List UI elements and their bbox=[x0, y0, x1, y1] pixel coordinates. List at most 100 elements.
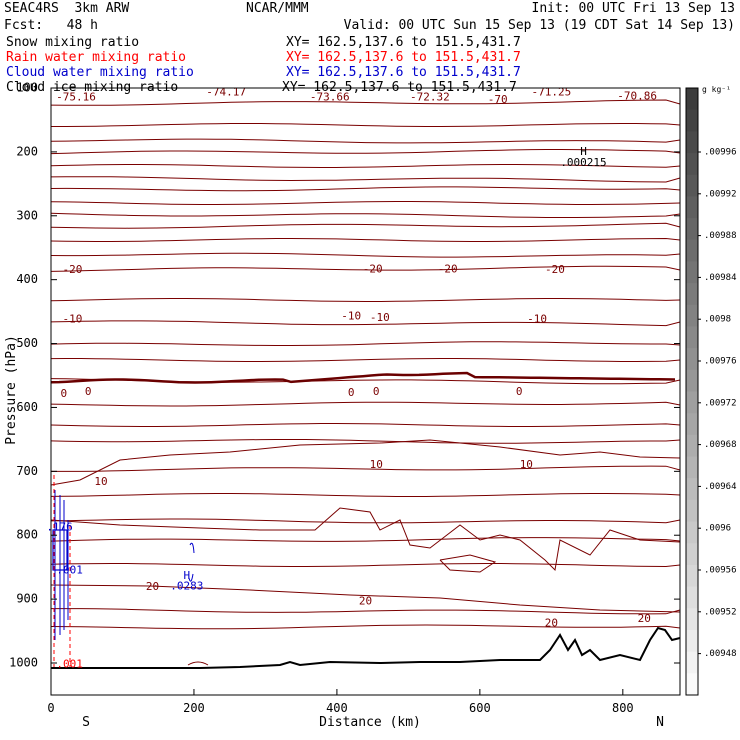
isotherm-line bbox=[50, 423, 681, 427]
isotherm-line bbox=[50, 176, 681, 183]
colorbar-segment bbox=[686, 239, 698, 262]
temperature-contours bbox=[50, 99, 681, 630]
contour-label: 10 bbox=[370, 458, 383, 471]
contour-labels: -75.16 -74.17 -73.66 -72.32 -70 -71.25 -70.86 -… bbox=[46, 85, 657, 670]
colorbar-segment bbox=[686, 391, 698, 414]
y-tick-label: 700 bbox=[16, 464, 38, 478]
x-tick-label: 200 bbox=[183, 701, 205, 715]
y-tick-label: 600 bbox=[16, 400, 38, 414]
isotherm-line bbox=[50, 149, 681, 155]
y-tick-label: 500 bbox=[16, 336, 38, 350]
colorbar-label: .00948 bbox=[704, 649, 737, 659]
colorbar-segment bbox=[686, 434, 698, 458]
colorbar-segment bbox=[686, 543, 698, 566]
isotherm-line bbox=[50, 537, 681, 542]
isotherm-line bbox=[50, 212, 681, 218]
colorbar-segment bbox=[686, 586, 698, 609]
contour-label: -20 bbox=[63, 263, 83, 276]
y-tick-label: 800 bbox=[16, 528, 38, 542]
field-xy-rain: XY= 162.5,137.6 to 151.5,431.7 bbox=[286, 50, 521, 65]
contour-label: 20 bbox=[545, 616, 558, 629]
colorbar-segment bbox=[686, 283, 698, 306]
colorbar-segment bbox=[686, 88, 698, 111]
x-tick-label: 800 bbox=[612, 701, 634, 715]
isotherm-line bbox=[50, 493, 681, 497]
y-tick-label: 400 bbox=[16, 272, 38, 286]
colorbar-label: .00964 bbox=[704, 482, 737, 492]
isotherm-line bbox=[50, 252, 681, 258]
colorbar-segment bbox=[686, 109, 698, 132]
isotherm-line bbox=[50, 265, 681, 272]
contour-label: 20 bbox=[146, 580, 159, 593]
isotherm-line bbox=[50, 99, 681, 106]
contour-label: -20 bbox=[363, 262, 383, 275]
isotherm-line bbox=[50, 237, 681, 242]
colorbar-segment bbox=[686, 499, 698, 523]
x-tick-label: 400 bbox=[326, 701, 348, 715]
isotherm-line bbox=[50, 341, 681, 346]
contour-label: 0 bbox=[516, 385, 523, 398]
plot-frame bbox=[50, 87, 681, 696]
field-xy-snow: XY= 162.5,137.6 to 151.5,431.7 bbox=[286, 35, 521, 50]
annotation-label: .001 bbox=[56, 563, 83, 576]
y-axis-label: Pressure (hPa) bbox=[4, 335, 19, 445]
annotation-label: H bbox=[183, 569, 190, 582]
annotation-label: H bbox=[580, 145, 587, 158]
annotation-label: .000215 bbox=[560, 156, 606, 169]
colorbar-segment bbox=[686, 348, 698, 371]
annotation-label: .001 bbox=[56, 657, 83, 670]
isotherm-line bbox=[50, 222, 681, 229]
rain-contour bbox=[53, 475, 71, 668]
forecast-hour: Fcst: 48 h bbox=[4, 18, 98, 33]
isotherm-line bbox=[50, 298, 681, 302]
colorbar-label: .00952 bbox=[704, 607, 737, 617]
agency-label: NCAR/MMM bbox=[246, 1, 309, 16]
colorbar-segment bbox=[686, 608, 698, 631]
colorbar-segment bbox=[686, 673, 698, 696]
isotherm-line bbox=[50, 320, 681, 327]
isotherm-line bbox=[51, 608, 681, 615]
cloud-water-small bbox=[188, 542, 195, 582]
contour-label: -72.32 bbox=[410, 91, 450, 104]
contour-label: -10 bbox=[527, 312, 547, 325]
colorbar-segment bbox=[686, 153, 698, 176]
colorbar-segment bbox=[686, 456, 698, 479]
isotherm-line bbox=[50, 164, 681, 168]
cloud-water-lines bbox=[54, 490, 69, 640]
colorbar-segment bbox=[686, 478, 698, 501]
isotherm-line bbox=[50, 201, 681, 205]
contour-label: 20 bbox=[359, 595, 372, 608]
contour-label: 0 bbox=[61, 387, 68, 400]
contour-label: -70 bbox=[488, 93, 508, 106]
colorbar-segment bbox=[686, 304, 698, 327]
colorbar-segment bbox=[686, 413, 698, 436]
colorbar-label: .00956 bbox=[704, 566, 737, 576]
colorbar-label: .00972 bbox=[704, 398, 737, 408]
contour-label: -10 bbox=[370, 311, 390, 324]
y-tick-label: 900 bbox=[16, 592, 38, 606]
isotherm-line bbox=[51, 123, 681, 127]
colorbar-frame bbox=[685, 87, 699, 696]
contour-label: -74.17 bbox=[206, 85, 246, 98]
isotherm-line bbox=[50, 138, 681, 144]
terrain-line bbox=[51, 626, 681, 669]
contour-label: -71.25 bbox=[531, 85, 571, 98]
contour-label: 20 bbox=[638, 612, 651, 625]
colorbar-label: .0096 bbox=[704, 524, 731, 534]
colorbar-segment bbox=[686, 174, 698, 197]
colorbar: g kg⁻¹ .00996 .00992 .00988 .00984 .0098 .0097… bbox=[685, 85, 737, 696]
contour-label: 0 bbox=[85, 385, 92, 398]
isotherm-line bbox=[50, 624, 681, 630]
field-xy-cloud-water: XY= 162.5,137.6 to 151.5,431.7 bbox=[286, 65, 521, 80]
colorbar-segment bbox=[686, 629, 698, 653]
freezing-level-line bbox=[50, 371, 676, 384]
colorbar-label: .00968 bbox=[704, 440, 737, 450]
colorbar-unit: g kg⁻¹ bbox=[702, 85, 731, 94]
contour-label: -20 bbox=[545, 263, 565, 276]
colorbar-segment bbox=[686, 261, 698, 284]
contour-label: 0 bbox=[373, 385, 380, 398]
field-name-snow: Snow mixing ratio bbox=[6, 35, 140, 50]
contour-label: -73.66 bbox=[310, 91, 350, 104]
